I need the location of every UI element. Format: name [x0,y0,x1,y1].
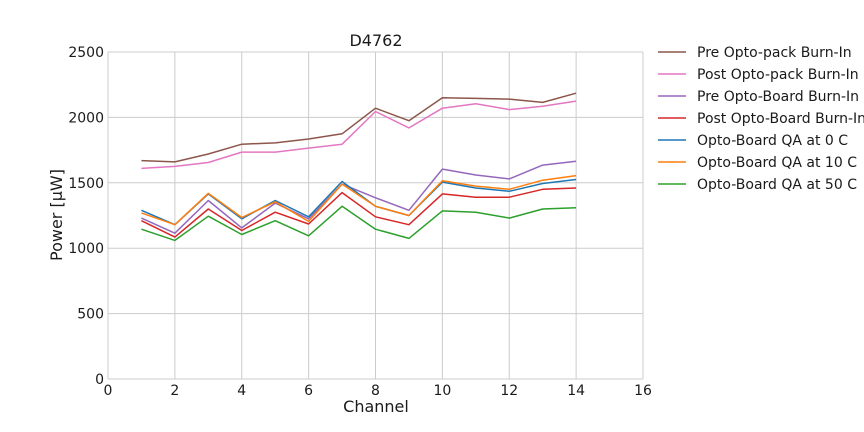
series-line-4 [141,187,577,238]
legend-item: Post Opto-pack Burn-In [658,67,859,83]
x-tick-label: 4 [237,383,246,399]
legend-item: Opto-Board QA at 0 C [658,133,848,149]
series-line-6 [141,174,577,226]
x-tick-label: 10 [433,383,451,399]
legend-label: Pre Opto-Board Burn-In [697,89,859,105]
x-tick-labels: 0 2 4 6 8 10 12 14 16 [104,383,652,399]
legend-item: Pre Opto-pack Burn-In [658,45,852,61]
x-tick-label: 12 [500,383,518,399]
y-tick-label: 0 [95,372,104,388]
legend-label: Pre Opto-pack Burn-In [697,45,852,61]
x-tick-label: 6 [304,383,313,399]
y-tick-labels: 0 500 1000 1500 2000 2500 [68,45,104,388]
x-tick-label: 14 [567,383,585,399]
legend: Pre Opto-pack Burn-In Post Opto-pack Burn… [658,45,864,193]
series-line-3 [141,160,577,234]
x-tick-label: 8 [371,383,380,399]
series-line-7 [141,205,577,242]
legend-label: Opto-Board QA at 10 C [697,155,857,171]
legend-item: Opto-Board QA at 50 C [658,177,857,193]
legend-label: Opto-Board QA at 50 C [697,177,857,193]
legend-item: Post Opto-Board Burn-In [658,111,864,127]
x-tick-label: 0 [104,383,113,399]
legend-label: Post Opto-pack Burn-In [697,67,859,83]
x-tick-label: 2 [170,383,179,399]
legend-label: Post Opto-Board Burn-In [697,111,864,127]
y-axis-label: Power [μW] [47,169,66,261]
grid [107,51,644,380]
series-line-2 [141,100,577,170]
series-line-1 [141,92,577,163]
y-tick-label: 1500 [68,176,104,192]
y-tick-label: 500 [77,307,104,323]
legend-item: Opto-Board QA at 10 C [658,155,857,171]
legend-label: Opto-Board QA at 0 C [697,133,848,149]
y-tick-label: 2500 [68,45,104,61]
y-tick-label: 1000 [68,241,104,257]
x-tick-label: 16 [634,383,652,399]
chart-title: D4762 [349,31,402,50]
legend-item: Pre Opto-Board Burn-In [658,89,859,105]
series-lines [141,92,577,242]
y-tick-label: 2000 [68,110,104,126]
x-axis-label: Channel [343,397,409,416]
